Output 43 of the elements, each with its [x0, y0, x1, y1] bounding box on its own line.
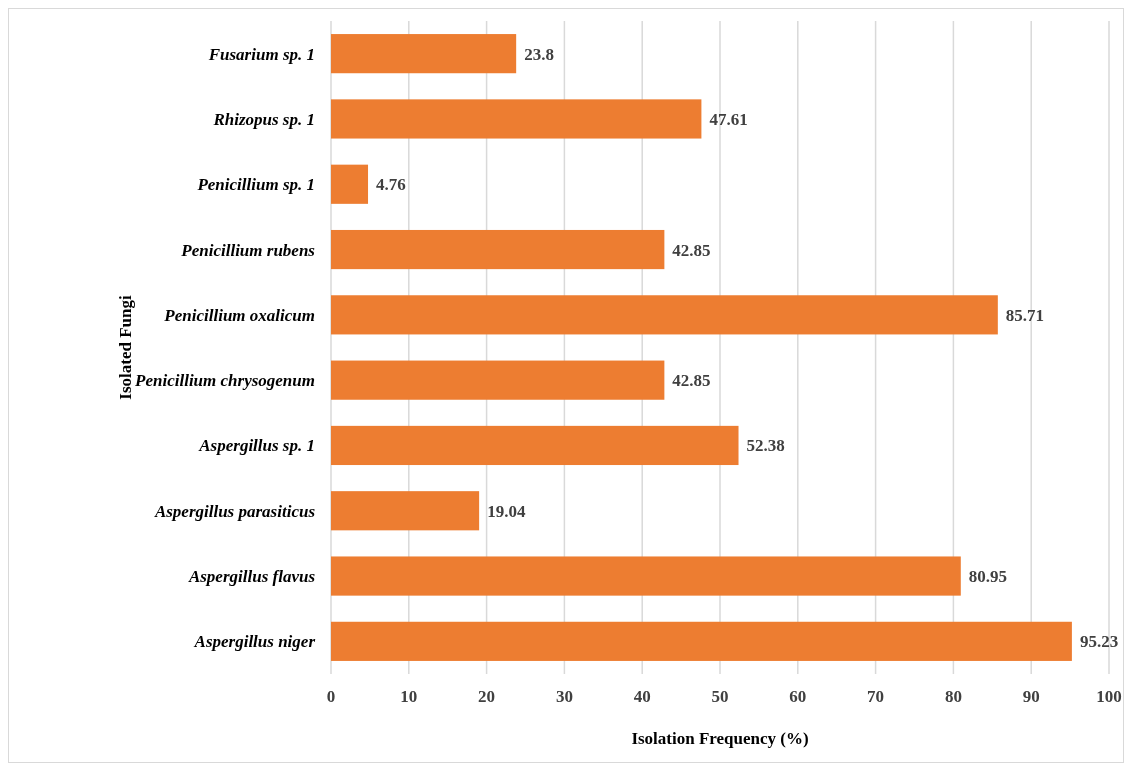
bar — [331, 360, 665, 400]
x-tick-label: 50 — [711, 687, 729, 706]
bar — [331, 164, 369, 204]
x-tick-label: 40 — [633, 687, 651, 706]
y-tick-label: Aspergillus parasiticus — [153, 501, 316, 521]
data-label: 85.71 — [1005, 305, 1045, 325]
x-tick-label: 90 — [1022, 687, 1040, 706]
x-tick-label: 100 — [1096, 687, 1122, 706]
x-tick-label: 10 — [400, 687, 418, 706]
data-label: 42.85 — [672, 240, 711, 260]
x-tick-label: 30 — [555, 687, 573, 706]
y-tick-label: Aspergillus flavus — [187, 567, 316, 586]
y-tick-label: Penicillium rubens — [180, 240, 316, 260]
y-tick-label: Penicillium sp. 1 — [196, 175, 315, 195]
data-label: 19.04 — [487, 501, 526, 521]
x-tick-label: 80 — [944, 687, 962, 706]
bar — [331, 491, 480, 531]
bar — [331, 556, 961, 596]
y-tick-label: Aspergillus niger — [193, 632, 316, 652]
y-tick-label: Penicillium oxalicum — [163, 305, 315, 325]
y-tick-label: Rhizopus sp. 1 — [212, 109, 315, 129]
x-tick-label: 60 — [789, 687, 807, 706]
data-label: 47.61 — [709, 109, 748, 129]
bar — [331, 621, 1072, 661]
y-axis-title: Isolated Fungi — [116, 295, 135, 400]
y-tick-label: Penicillium chrysogenum — [134, 371, 315, 391]
data-label: 95.23 — [1079, 632, 1119, 652]
data-label: 42.85 — [672, 371, 711, 391]
bar — [331, 34, 517, 74]
bar — [331, 99, 702, 139]
x-tick-label: 70 — [867, 687, 885, 706]
data-label: 80.95 — [968, 567, 1008, 586]
y-tick-label: Fusarium sp. 1 — [207, 44, 315, 64]
data-label: 4.76 — [376, 175, 406, 195]
bar — [331, 229, 665, 270]
data-label: 23.8 — [524, 44, 554, 64]
x-tick-label: 0 — [326, 687, 336, 706]
bar — [331, 425, 739, 466]
x-axis-title: Isolation Frequency (%) — [631, 729, 809, 748]
x-tick-label: 20 — [478, 687, 496, 706]
data-label: 52.38 — [746, 436, 785, 456]
y-tick-label: Aspergillus sp. 1 — [198, 436, 315, 456]
bar — [331, 295, 998, 335]
